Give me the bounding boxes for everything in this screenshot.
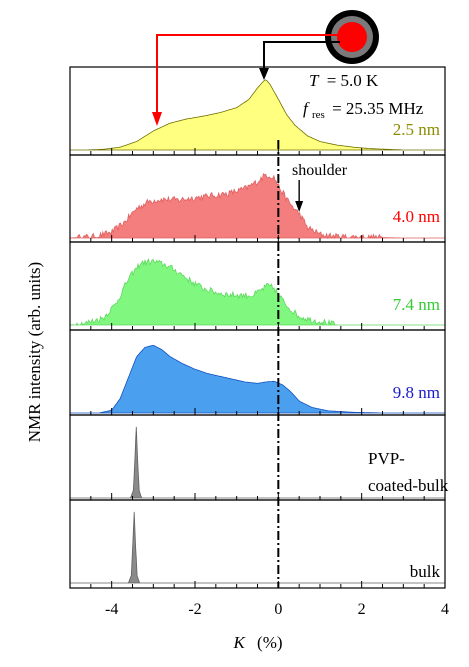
x-tick-label: -4 [105,601,118,618]
panel-label-1: 4.0 nm [393,207,440,226]
spectrum-area-2 [69,258,445,327]
panel-3: 9.8 nm [69,329,446,416]
x-tick-label: 4 [441,601,449,618]
x-tick-label: 0 [274,601,282,618]
frequency-label: f res = 25.35 MHz [303,99,424,122]
panel-1: 4.0 nm [69,154,446,243]
overlay-group: NMR intensity (arb. units) K (%) T = 5.0… [25,71,424,652]
frequency-value: = 25.35 MHz [332,99,424,118]
shoulder-annotation: shoulder [292,162,348,179]
x-tick-label: 2 [358,601,366,618]
target-core-icon [337,22,367,52]
y-axis-label: NMR intensity (arb. units) [25,262,44,442]
shoulder-arrow-head [295,201,304,212]
panel-label-5: bulk [410,562,441,581]
x-axis-unit: (%) [257,633,282,652]
temperature-label: T = 5.0 K [309,71,379,90]
x-tick-label: -2 [188,601,201,618]
panel-frame-5 [69,499,446,589]
panel-2: 7.4 nm [69,241,446,331]
frequency-subscript: res [312,109,325,121]
panel-4: PVP-coated-bulk [69,414,449,501]
surface-arrow-head [152,112,162,126]
panel-label-4: PVP-coated-bulk [368,449,449,495]
spectrum-area-1 [69,172,445,240]
core-arrow-head [259,68,269,80]
spectrum-area-3 [70,344,445,414]
panel-label-3: 9.8 nm [393,383,440,402]
x-axis-symbol: K [232,633,246,652]
spectrum-area-5 [70,511,445,584]
temperature-value: = 5.0 K [327,71,379,90]
frequency-symbol: f [303,99,310,118]
panel-label-0: 2.5 nm [393,120,440,139]
spectrum-area-0 [70,79,445,151]
x-axis-label: K (%) [232,633,282,652]
core-arrow [263,41,340,70]
panels-group: 2.5 nm 4.0 nm 7.4 nm 9.8 nm PVP-coated-bulk b… [69,66,449,589]
surface-arrow [156,34,338,115]
panel-0: 2.5 nm [69,66,446,156]
panel-5: bulk [69,499,446,589]
panel-label-2: 7.4 nm [393,295,440,314]
temperature-symbol: T [309,71,320,90]
